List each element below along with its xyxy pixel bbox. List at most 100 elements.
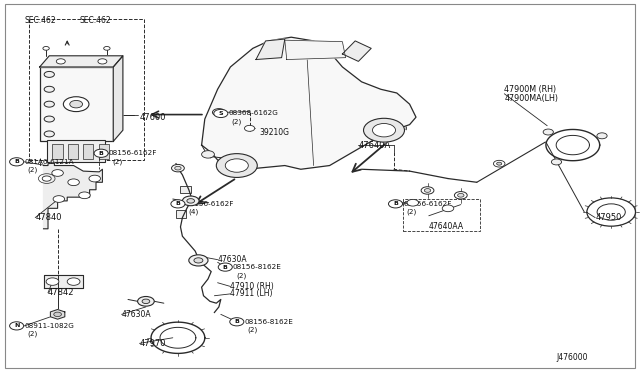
Text: (2): (2) bbox=[232, 118, 242, 125]
Text: 47900MA(LH): 47900MA(LH) bbox=[504, 94, 558, 103]
Circle shape bbox=[63, 97, 89, 112]
Circle shape bbox=[46, 278, 59, 285]
Text: B: B bbox=[99, 151, 104, 156]
Text: 47840: 47840 bbox=[35, 213, 61, 222]
Circle shape bbox=[225, 159, 248, 172]
Bar bbox=[52, 144, 63, 159]
Circle shape bbox=[497, 162, 502, 165]
Circle shape bbox=[388, 200, 403, 208]
Polygon shape bbox=[40, 56, 123, 67]
Text: S: S bbox=[216, 110, 221, 115]
Circle shape bbox=[172, 164, 184, 172]
Text: (2): (2) bbox=[406, 209, 417, 215]
Text: B: B bbox=[393, 201, 398, 206]
Circle shape bbox=[44, 131, 54, 137]
Circle shape bbox=[442, 205, 454, 212]
Circle shape bbox=[10, 158, 24, 166]
Circle shape bbox=[52, 170, 63, 176]
Circle shape bbox=[44, 116, 54, 122]
Text: 47950: 47950 bbox=[595, 213, 621, 222]
Text: 47640A: 47640A bbox=[358, 141, 390, 150]
Circle shape bbox=[407, 199, 419, 206]
Circle shape bbox=[212, 109, 225, 116]
Text: 47640AA: 47640AA bbox=[429, 222, 464, 231]
Bar bbox=[29, 19, 144, 160]
Circle shape bbox=[94, 149, 108, 157]
Circle shape bbox=[194, 258, 203, 263]
Polygon shape bbox=[44, 275, 83, 288]
Circle shape bbox=[458, 193, 464, 197]
Circle shape bbox=[67, 278, 80, 285]
Circle shape bbox=[552, 159, 562, 165]
Circle shape bbox=[42, 176, 51, 181]
Circle shape bbox=[104, 46, 110, 50]
Circle shape bbox=[44, 101, 54, 107]
Circle shape bbox=[424, 189, 431, 192]
Circle shape bbox=[53, 196, 65, 202]
Text: 47842: 47842 bbox=[48, 288, 74, 297]
Text: (2): (2) bbox=[248, 327, 258, 333]
Circle shape bbox=[187, 199, 195, 203]
Text: 08156-8162E: 08156-8162E bbox=[244, 319, 293, 325]
Polygon shape bbox=[51, 310, 65, 319]
Circle shape bbox=[218, 263, 232, 271]
Bar bbox=[403, 199, 480, 231]
Text: J476000: J476000 bbox=[557, 353, 588, 362]
Text: 47630A: 47630A bbox=[122, 310, 151, 319]
Text: 08368-6162G: 08368-6162G bbox=[228, 110, 278, 116]
Text: 47900M (RH): 47900M (RH) bbox=[504, 85, 556, 94]
Text: 081A6-6121A: 081A6-6121A bbox=[24, 159, 74, 165]
Polygon shape bbox=[256, 39, 285, 60]
Text: B: B bbox=[175, 201, 180, 206]
Polygon shape bbox=[285, 40, 346, 60]
Circle shape bbox=[230, 318, 244, 326]
Circle shape bbox=[56, 59, 65, 64]
Bar bbox=[180, 186, 191, 193]
Text: (4): (4) bbox=[189, 209, 199, 215]
Text: (2): (2) bbox=[112, 158, 122, 165]
Bar bbox=[68, 144, 78, 159]
Bar bbox=[99, 144, 109, 159]
Bar bbox=[83, 144, 93, 159]
Circle shape bbox=[43, 46, 49, 50]
Circle shape bbox=[182, 196, 199, 206]
Text: 08156-8162E: 08156-8162E bbox=[233, 264, 282, 270]
Bar bbox=[176, 210, 186, 218]
Text: (2): (2) bbox=[28, 330, 38, 337]
Text: 08911-1082G: 08911-1082G bbox=[24, 323, 74, 329]
Circle shape bbox=[44, 71, 54, 77]
Polygon shape bbox=[342, 41, 371, 61]
Circle shape bbox=[54, 312, 61, 317]
Text: 47630A: 47630A bbox=[218, 255, 247, 264]
Text: SEC.462: SEC.462 bbox=[24, 16, 56, 25]
Text: (2): (2) bbox=[236, 272, 246, 279]
Circle shape bbox=[202, 151, 214, 158]
Circle shape bbox=[79, 192, 90, 199]
Circle shape bbox=[142, 299, 150, 304]
Text: 47600: 47600 bbox=[140, 113, 166, 122]
Text: B: B bbox=[14, 159, 19, 164]
Text: B: B bbox=[223, 264, 228, 270]
Polygon shape bbox=[113, 56, 123, 141]
Text: 47911 (LH): 47911 (LH) bbox=[230, 289, 273, 298]
Text: 39210G: 39210G bbox=[259, 128, 289, 137]
Circle shape bbox=[68, 179, 79, 186]
Text: 47970: 47970 bbox=[140, 339, 166, 348]
Text: 08156-6162F: 08156-6162F bbox=[403, 201, 452, 207]
Circle shape bbox=[89, 175, 100, 182]
Text: SEC.462: SEC.462 bbox=[80, 16, 111, 25]
Circle shape bbox=[44, 86, 54, 92]
Circle shape bbox=[98, 59, 107, 64]
Text: B: B bbox=[234, 319, 239, 324]
Circle shape bbox=[171, 200, 185, 208]
Circle shape bbox=[138, 296, 154, 306]
Polygon shape bbox=[44, 163, 102, 229]
Text: 08156-6162F: 08156-6162F bbox=[186, 201, 234, 207]
Circle shape bbox=[10, 322, 24, 330]
Text: 08156-6162F: 08156-6162F bbox=[109, 150, 157, 156]
Circle shape bbox=[70, 100, 83, 108]
Circle shape bbox=[421, 187, 434, 194]
Text: S: S bbox=[218, 111, 223, 116]
Circle shape bbox=[189, 255, 208, 266]
Circle shape bbox=[244, 125, 255, 131]
